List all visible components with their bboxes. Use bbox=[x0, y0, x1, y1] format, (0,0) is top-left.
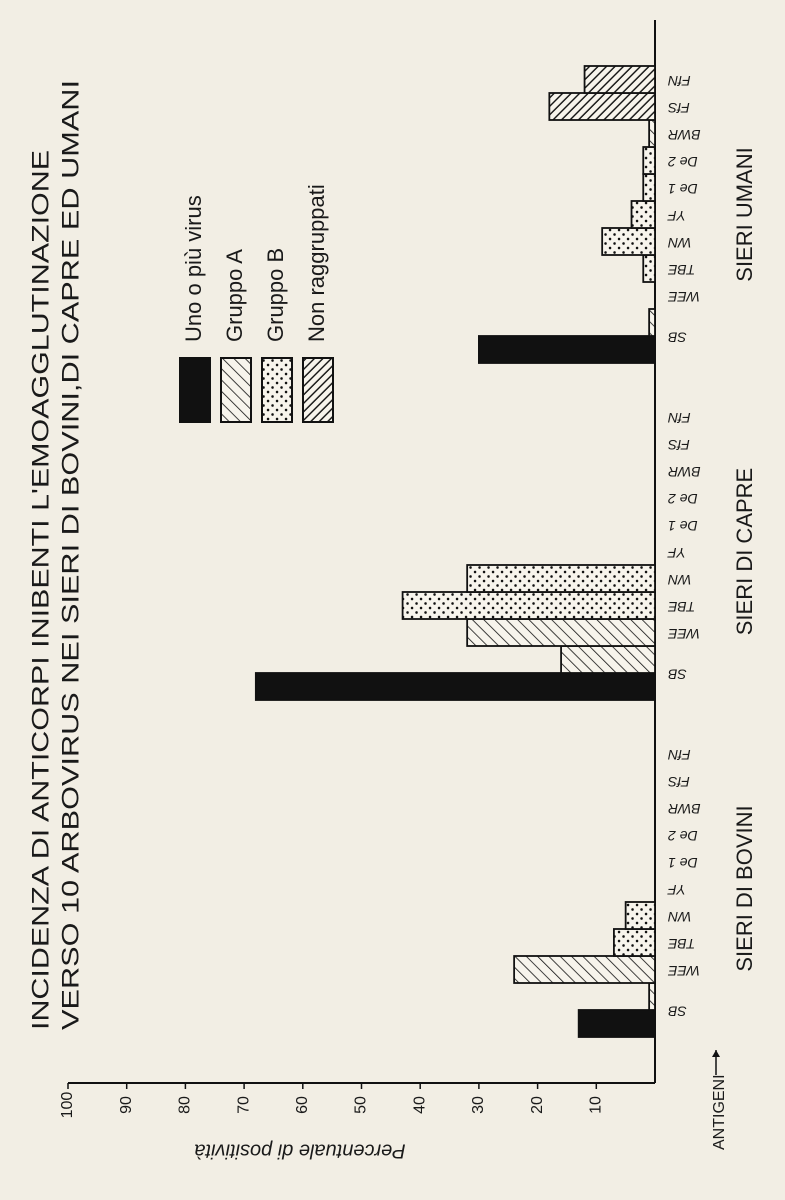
bar bbox=[254, 672, 656, 701]
bar bbox=[513, 955, 656, 984]
title-line: VERSO 10 ARBOVIRUS NEI SIERI DI BOVINI,D… bbox=[57, 80, 84, 1030]
y-tick-label: 20 bbox=[529, 1096, 546, 1114]
bar bbox=[583, 65, 656, 94]
x-tick-label: YF bbox=[667, 545, 686, 561]
x-tick-label: FfS bbox=[667, 774, 689, 790]
bar bbox=[477, 335, 656, 364]
plot: INCIDENZA DI ANTICORPI INIBENTI L'EMOAGG… bbox=[27, 20, 757, 1162]
bar bbox=[466, 564, 656, 593]
x-tick-label: De 2 bbox=[668, 828, 698, 844]
x-tick-label: WN bbox=[667, 235, 691, 251]
panel-label: SIERI UMANI bbox=[732, 147, 757, 281]
bar bbox=[642, 173, 656, 202]
x-tick-label: WEE bbox=[667, 626, 700, 642]
x-tick-label: YF bbox=[667, 882, 686, 898]
y-tick-label: 10 bbox=[588, 1096, 605, 1114]
y-tick-label: 100 bbox=[59, 1092, 76, 1119]
legend-label: Gruppo A bbox=[222, 249, 247, 342]
legend-label: Gruppo B bbox=[263, 248, 288, 342]
x-tick-label: De 2 bbox=[668, 154, 698, 170]
legend-swatch bbox=[302, 357, 334, 423]
legend-label: Uno o più virus bbox=[181, 195, 206, 342]
legend-swatch bbox=[220, 357, 252, 423]
x-tick-label: SB bbox=[668, 666, 687, 682]
y-tick-label: 80 bbox=[177, 1096, 194, 1114]
y-tick-label: 60 bbox=[294, 1096, 311, 1114]
title-line: INCIDENZA DI ANTICORPI INIBENTI L'EMOAGG… bbox=[27, 150, 54, 1030]
bar bbox=[601, 227, 656, 256]
x-axis-label: ANTIGENI bbox=[711, 1074, 728, 1150]
bar bbox=[642, 254, 656, 283]
x-tick-label: FfS bbox=[667, 100, 689, 116]
x-tick-label: De 2 bbox=[668, 491, 698, 507]
y-tick-label: 90 bbox=[118, 1096, 135, 1114]
y-axis-label: Percentuale di positività bbox=[194, 1140, 405, 1162]
bar bbox=[648, 308, 656, 337]
x-tick-label: FfN bbox=[667, 747, 690, 763]
panel-label: SIERI DI CAPRE bbox=[732, 468, 757, 635]
panel-label: SIERI DI BOVINI bbox=[732, 805, 757, 971]
x-tick-label: De 1 bbox=[668, 518, 698, 534]
bar bbox=[624, 901, 656, 930]
legend-label: Non raggruppati bbox=[304, 184, 329, 342]
bar bbox=[466, 618, 656, 647]
x-tick-label: BWR bbox=[668, 801, 701, 817]
x-tick-label: De 1 bbox=[668, 855, 698, 871]
legend-swatch bbox=[261, 357, 293, 423]
x-tick-label: SB bbox=[668, 329, 687, 345]
x-tick-label: TBE bbox=[667, 936, 695, 952]
x-tick-label: WN bbox=[667, 572, 691, 588]
x-tick-label: FfN bbox=[667, 410, 690, 426]
bar bbox=[648, 119, 656, 148]
x-tick-label: TBE bbox=[667, 599, 695, 615]
x-tick-label: BWR bbox=[668, 464, 701, 480]
bar bbox=[642, 146, 656, 175]
bar bbox=[577, 1009, 656, 1038]
bar bbox=[401, 591, 656, 620]
y-tick-label: 50 bbox=[353, 1096, 370, 1114]
y-tick-label: 30 bbox=[470, 1096, 487, 1114]
bar bbox=[613, 928, 656, 957]
arrow-head bbox=[712, 1050, 720, 1057]
bar bbox=[560, 645, 656, 674]
x-tick-label: YF bbox=[667, 208, 686, 224]
x-tick-label: FfS bbox=[667, 437, 689, 453]
bar bbox=[548, 92, 656, 121]
x-tick-label: WEE bbox=[667, 289, 700, 305]
x-tick-label: WEE bbox=[667, 963, 700, 979]
bar bbox=[630, 200, 656, 229]
x-tick-label: BWR bbox=[668, 127, 701, 143]
x-tick-label: WN bbox=[667, 909, 691, 925]
x-tick-label: SB bbox=[668, 1003, 687, 1019]
bar bbox=[648, 982, 656, 1011]
y-tick-label: 70 bbox=[235, 1096, 252, 1114]
y-tick-label: 40 bbox=[411, 1096, 428, 1114]
x-tick-label: De 1 bbox=[668, 181, 698, 197]
x-tick-label: FfN bbox=[667, 73, 690, 89]
x-tick-label: TBE bbox=[667, 262, 695, 278]
legend-swatch bbox=[179, 357, 211, 423]
